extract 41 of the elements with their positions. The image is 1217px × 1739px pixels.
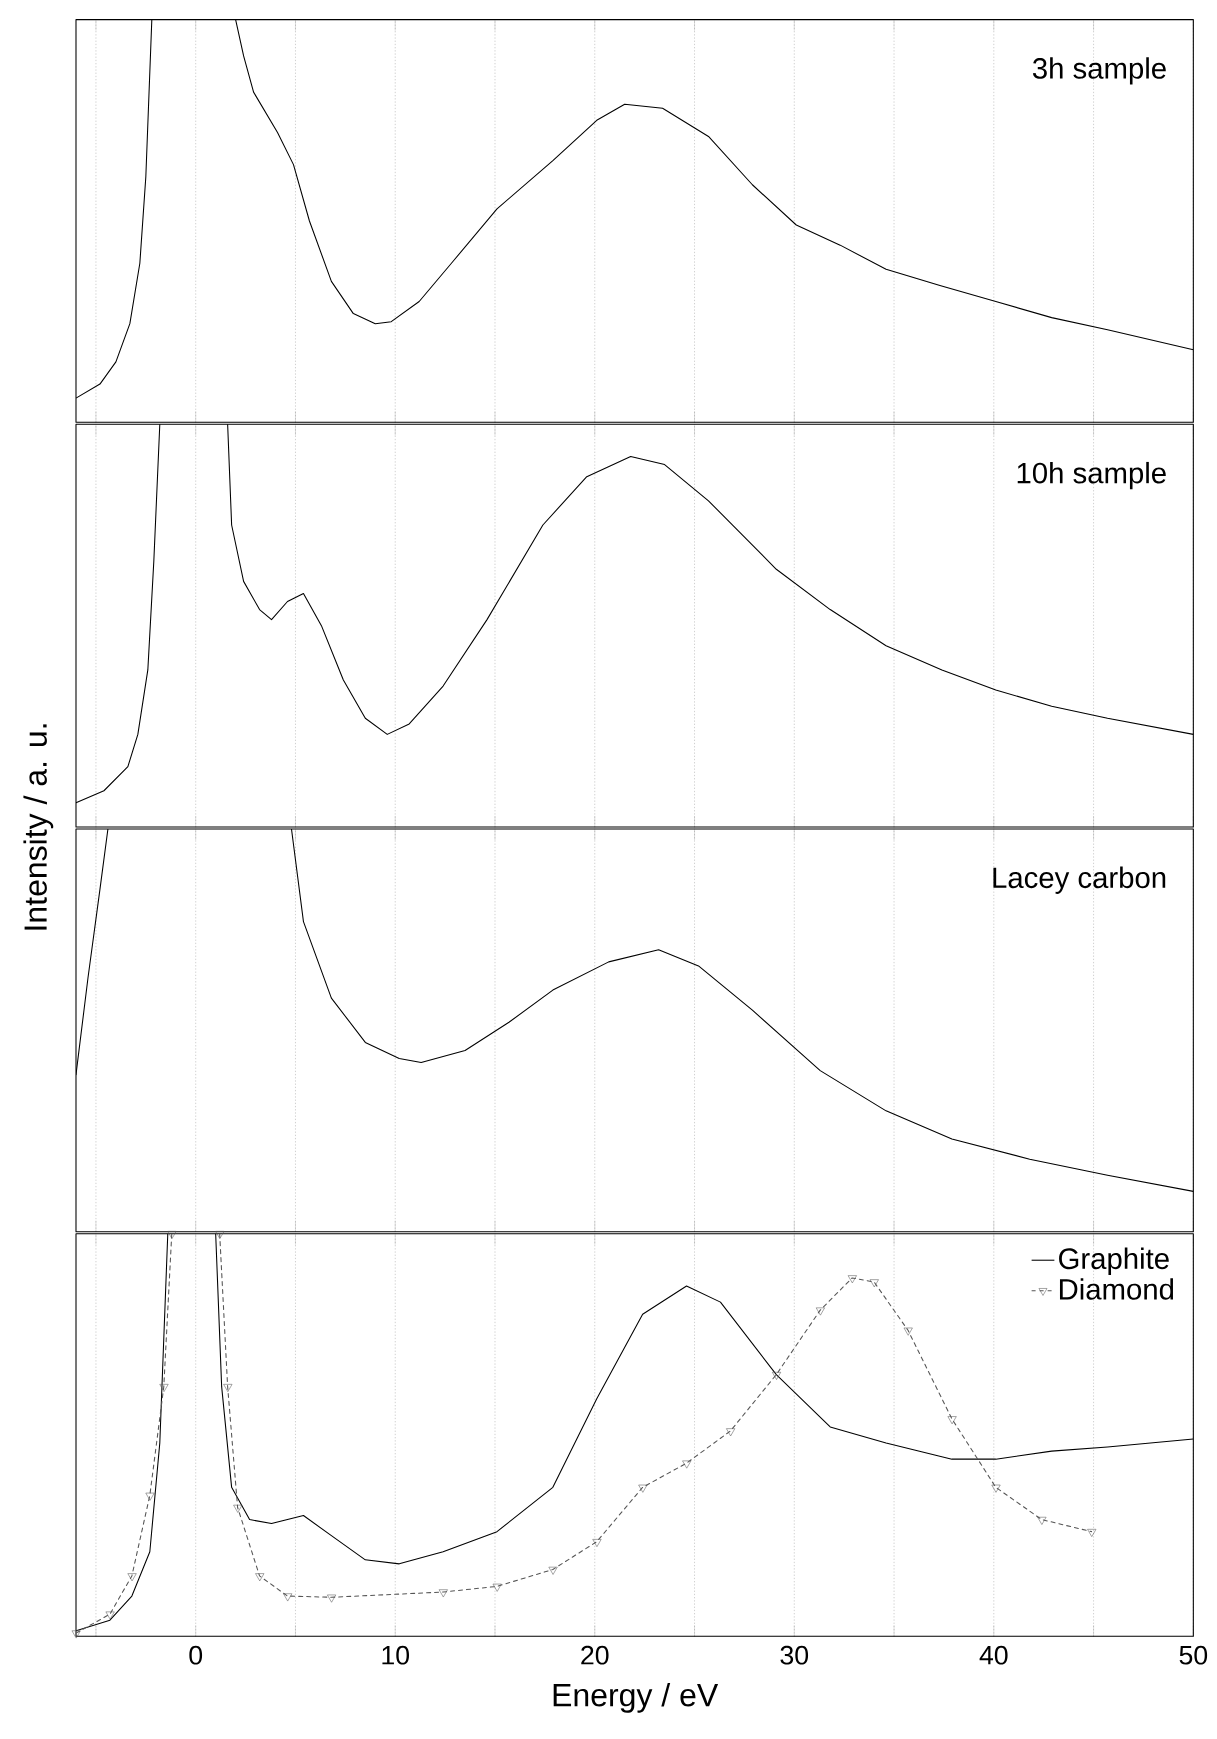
point [215, 1231, 224, 1239]
point [638, 1484, 647, 1493]
point [283, 1593, 292, 1601]
point [223, 1384, 232, 1392]
annotation: 10h sample [1017, 461, 1166, 490]
point [327, 1594, 336, 1603]
x-tick-label: 50 [1179, 1645, 1208, 1665]
point [592, 1539, 602, 1547]
point [233, 1504, 242, 1513]
point [71, 1630, 81, 1639]
x-tick-label: 10 [382, 1645, 409, 1665]
x-tick-label: 0 [189, 1645, 203, 1665]
point [438, 1589, 448, 1597]
annotation: 3h sample [1032, 57, 1166, 85]
point [492, 1583, 502, 1592]
point [772, 1371, 781, 1380]
point [1087, 1529, 1096, 1537]
y-axis-title: Intensity / a. u. [23, 724, 54, 930]
point [105, 1611, 115, 1620]
point [1037, 1516, 1046, 1525]
point [127, 1573, 137, 1581]
point [947, 1416, 957, 1424]
point [847, 1275, 857, 1283]
legend-label: Graphite [1059, 1247, 1169, 1275]
point [548, 1566, 558, 1575]
point [682, 1460, 691, 1469]
point [815, 1307, 825, 1316]
point [726, 1428, 735, 1436]
x-tick-label: 20 [581, 1645, 609, 1665]
point [255, 1573, 264, 1581]
point [903, 1327, 913, 1336]
point [159, 1384, 169, 1392]
x-axis-title: Energy / eV [553, 1682, 719, 1713]
x-tick-label: 40 [979, 1645, 1008, 1665]
point [869, 1279, 879, 1287]
point [167, 1231, 177, 1239]
legend-label: Diamond [1059, 1278, 1174, 1300]
point [145, 1492, 155, 1501]
x-tick-label: 30 [780, 1645, 809, 1665]
annotation: Lacey carbon [993, 866, 1166, 894]
point [991, 1484, 1001, 1493]
